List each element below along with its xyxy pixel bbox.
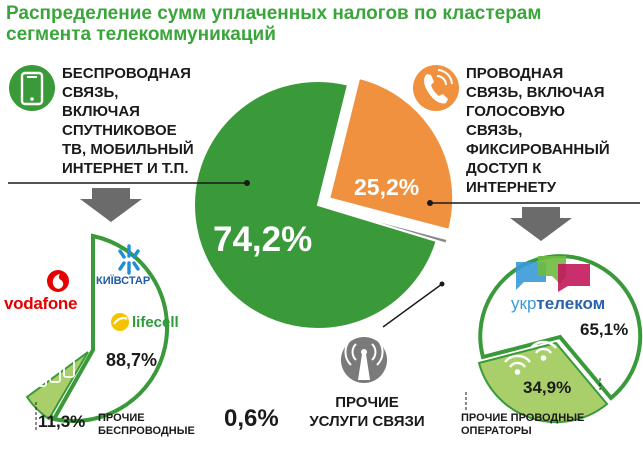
brand-kyivstar: КИЇВСТАР <box>96 275 151 287</box>
phone-icon <box>63 359 75 378</box>
leader-dot-other <box>439 281 445 287</box>
wired-main-operator-pct: 65,1% <box>580 320 629 339</box>
wired-label-line-2: СВЯЗЬ, ВКЛЮЧАЯ <box>466 84 605 101</box>
kyivstar-logo <box>118 244 140 275</box>
wired-other-line-1: ПРОЧИЕ ПРОВОДНЫЕ <box>461 412 585 424</box>
chart-title: Распределение сумм уплаченных налогов по… <box>6 3 541 45</box>
leader-line-other <box>382 283 443 328</box>
pie-chart <box>193 76 455 330</box>
wired-other-pct: 34,9% <box>523 378 572 397</box>
wireless-category-label: БЕСПРОВОДНАЯ СВЯЗЬ, ВКЛЮЧАЯ СПУТНИКОВОЕ … <box>62 64 194 178</box>
ukrtelecom-logo <box>516 256 590 292</box>
wireless-main-operators-pct: 88,7% <box>106 350 158 370</box>
wired-label-line-7: ИНТЕРНЕТУ <box>466 179 557 196</box>
wired-label-line-6: ДОСТУП К <box>466 160 542 177</box>
wired-label-line-4: СВЯЗЬ, <box>466 122 523 139</box>
pie-slice-wireless <box>193 80 438 330</box>
brand-lifecell: lifecell <box>132 314 179 331</box>
wifi-icon <box>530 340 557 361</box>
wireless-label-line-5: ТВ, МОБИЛЬНЫЙ <box>62 141 194 158</box>
brand-ukrtelecom-rest: телеком <box>536 294 606 313</box>
other-services-label: ПРОЧИЕ УСЛУГИ СВЯЗИ <box>294 393 440 431</box>
wireless-other-pct: 11,3% <box>38 412 86 431</box>
wireless-label-line-4: СПУТНИКОВОЕ <box>62 122 177 139</box>
wired-other-line-2: ОПЕРАТОРЫ <box>461 425 532 437</box>
wireless-label-line-2: СВЯЗЬ, <box>62 84 119 101</box>
telephone-icon <box>413 65 459 111</box>
wireless-label-line-1: БЕСПРОВОДНАЯ <box>62 65 191 82</box>
brand-vodafone: vodafone <box>4 294 78 313</box>
wired-subpie <box>465 254 643 424</box>
wired-label-line-5: ФИКСИРОВАННЫЙ <box>466 141 610 158</box>
brand-ukrtelecom-prefix: укр <box>511 294 537 313</box>
pie-label-wired: 25,2% <box>354 174 420 200</box>
chart-title-line-2: сегмента телекоммуникаций <box>6 24 276 45</box>
other-services-pct: 0,6% <box>224 405 279 432</box>
pie-slice-wired <box>327 76 455 232</box>
leader-dot-wired <box>427 200 433 206</box>
wireless-subpie <box>25 233 170 430</box>
wired-label-line-3: ГОЛОСОВУЮ <box>466 103 565 120</box>
wired-label-line-1: ПРОВОДНАЯ <box>466 65 564 82</box>
other-label-line-2: УСЛУГИ СВЯЗИ <box>309 413 425 430</box>
pie-label-wireless: 74,2% <box>213 220 313 259</box>
wireless-label-line-3: ВКЛЮЧАЯ <box>62 103 140 120</box>
antenna-icon <box>341 337 387 383</box>
wired-other-label: ПРОЧИЕ ПРОВОДНЫЕ ОПЕРАТОРЫ <box>461 412 584 438</box>
brand-ukrtelecom: укртелеком <box>511 294 605 314</box>
leader-dot-wireless <box>244 180 250 186</box>
wireless-other-label: ПРОЧИЕ БЕСПРОВОДНЫЕ <box>98 412 195 438</box>
wireless-other-line-1: ПРОЧИЕ <box>98 412 145 424</box>
arrow-down-wired <box>510 207 572 241</box>
wireless-other-line-2: БЕСПРОВОДНЫЕ <box>98 425 195 437</box>
wifi-icon <box>504 354 531 375</box>
phone-icon <box>36 370 47 387</box>
lifecell-logo <box>111 313 129 331</box>
pie-slice-other <box>327 206 449 245</box>
arrow-down-wireless <box>80 188 142 222</box>
chart-title-line-1: Распределение сумм уплаченных налогов по… <box>6 3 542 24</box>
wired-category-label: ПРОВОДНАЯ СВЯЗЬ, ВКЛЮЧАЯ ГОЛОСОВУЮ СВЯЗЬ… <box>466 64 610 197</box>
other-label-line-1: ПРОЧИЕ <box>335 394 399 411</box>
vodafone-logo <box>47 270 69 292</box>
phone-icon <box>49 364 61 383</box>
wireless-label-line-6: ИНТЕРНЕТ И Т.П. <box>62 160 189 177</box>
smartphone-icon <box>9 65 55 111</box>
